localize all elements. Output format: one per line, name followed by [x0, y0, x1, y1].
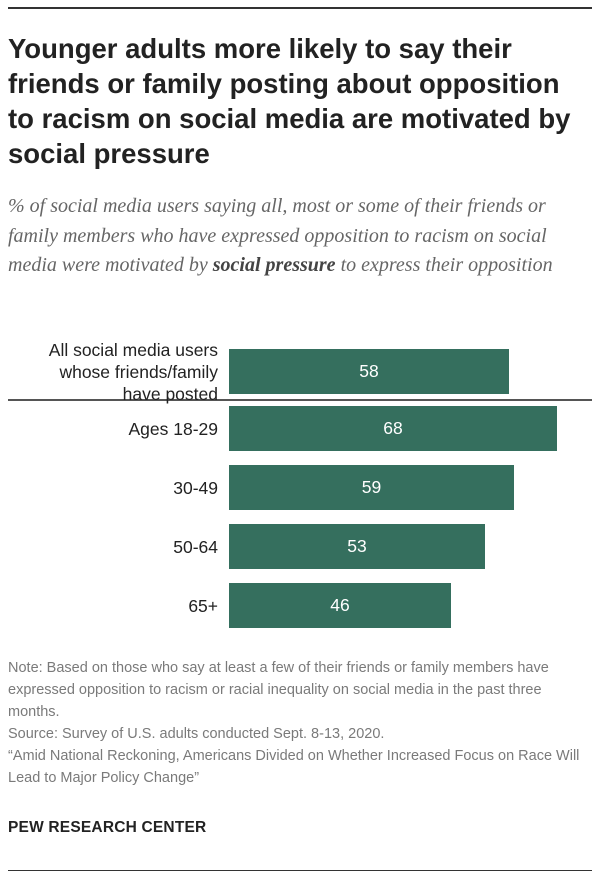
category-label: Ages 18-29: [128, 418, 218, 440]
bar: 46: [229, 583, 451, 628]
bar-value-label: 46: [330, 595, 350, 615]
category-label: 30-49: [173, 477, 218, 499]
bar: 59: [229, 465, 514, 510]
category-label-line: 50-64: [173, 536, 218, 557]
category-label: 50-64: [173, 536, 218, 558]
bar-chart: All social media users whose friends/fami…: [0, 330, 600, 640]
category-label-line: All social media users: [48, 339, 218, 360]
chart-title: Younger adults more likely to say their …: [8, 33, 571, 169]
bar-value-label: 58: [359, 361, 379, 381]
subtitle-text-after: to express their opposition: [335, 254, 553, 276]
bar-value-label: 59: [361, 477, 382, 497]
subtitle-emphasis: social pressure: [212, 254, 336, 276]
chart-subtitle: % of social media users saying all, most…: [8, 192, 588, 281]
note-text: Note: Based on those who say at least a …: [8, 660, 549, 720]
top-rule: [8, 7, 592, 9]
category-label-line: whose friends/family: [59, 361, 218, 382]
category-label-line: have posted: [122, 383, 218, 404]
bar: 53: [229, 524, 485, 569]
category-label-line: 30-49: [173, 477, 218, 498]
bar-value-label: 53: [347, 536, 367, 556]
category-label-line: 65+: [188, 595, 218, 616]
bar: 58: [229, 349, 509, 394]
source-text: Source: Survey of U.S. adults conducted …: [8, 726, 385, 742]
category-label: 65+: [188, 595, 218, 617]
chart-note: Note: Based on those who say at least a …: [8, 657, 593, 789]
category-label: All social media users whose friends/fami…: [49, 339, 218, 405]
bar: 68: [229, 406, 557, 451]
subtitle-text-before: % of social media users saying all, most…: [8, 195, 547, 276]
pew-research-center-logo: PEW RESEARCH CENTER: [8, 819, 207, 836]
chart-divider: [8, 399, 592, 401]
bottom-rule: [8, 870, 592, 871]
report-title-text: “Amid National Reckoning, Americans Divi…: [8, 748, 580, 786]
bar-value-label: 68: [383, 418, 403, 438]
category-label-line: Ages 18-29: [128, 418, 218, 439]
